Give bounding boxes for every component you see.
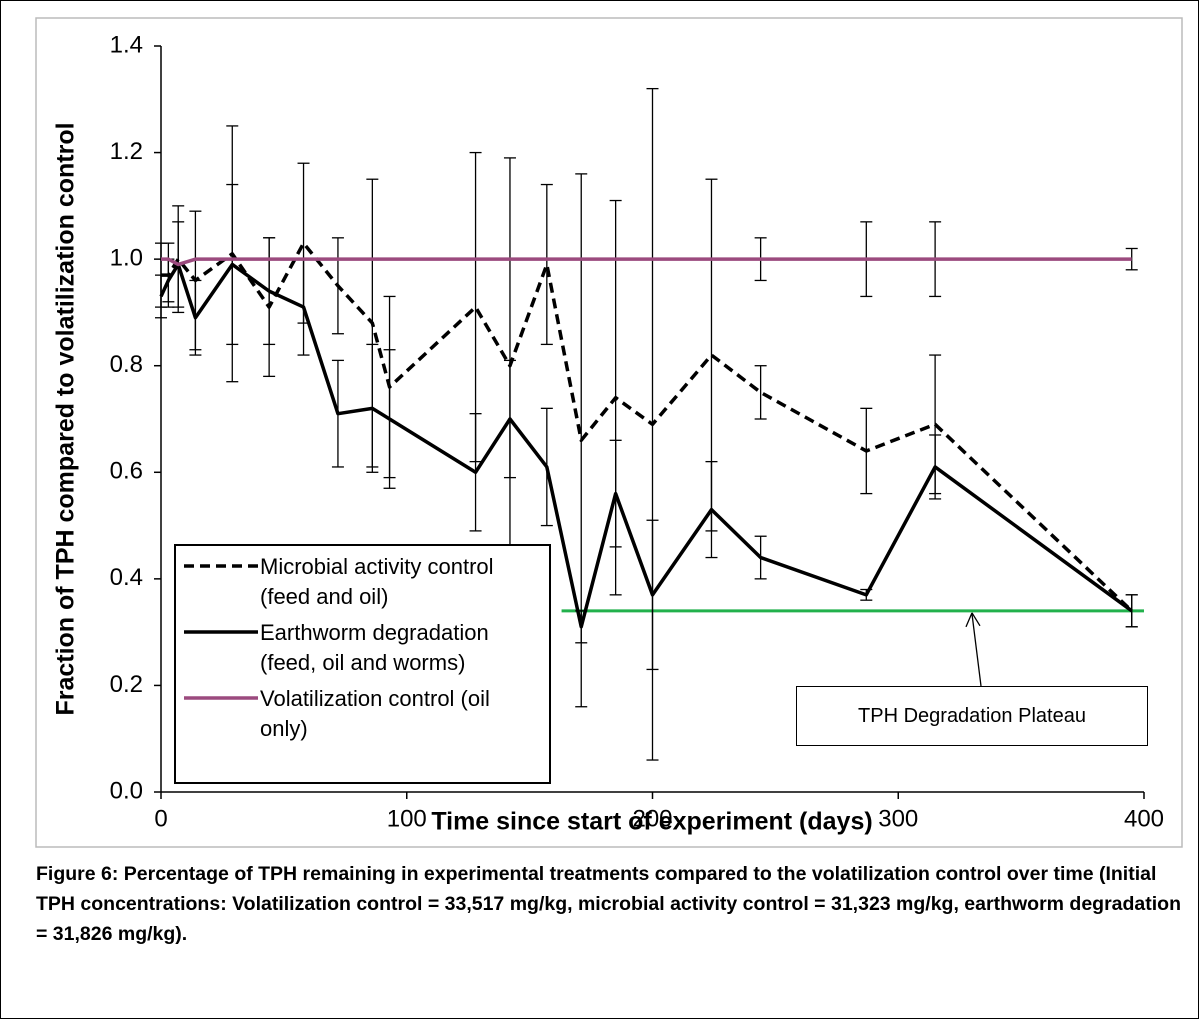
y-tick-label: 0.6	[110, 458, 143, 485]
error-bar	[540, 183, 553, 346]
annotation-box: TPH Degradation Plateau	[796, 686, 1148, 746]
x-tick-label: 100	[387, 805, 427, 832]
series-line	[161, 257, 1132, 267]
arrow-head	[965, 612, 981, 628]
y-tick-label: 0.2	[110, 671, 143, 698]
y-tick-label: 0.8	[110, 351, 143, 378]
x-tick-label: 0	[154, 805, 167, 832]
y-tick-label: 1.2	[110, 138, 143, 165]
chart: Time since start of experiment (days) Fr…	[35, 17, 1183, 848]
legend-entry: Microbial activity control (feed and oil…	[182, 552, 543, 612]
annotation: TPH Degradation Plateau	[858, 704, 1086, 727]
y-axis-label: Fraction of TPH compared to volatilizati…	[52, 122, 80, 715]
caption: Figure 6: Percentage of TPH remaining in…	[36, 863, 1182, 945]
legend-entry: Volatilization control (oil only)	[182, 684, 543, 744]
legend-label: Volatilization control (oil only)	[260, 686, 490, 741]
legend-swatch	[184, 696, 258, 700]
legend-entry: Earthworm degradation (feed, oil and wor…	[182, 618, 543, 678]
chart-frame	[35, 17, 1183, 848]
x-tick-label: 400	[1124, 805, 1164, 832]
y-tick-label: 1.0	[110, 244, 143, 271]
x-tick-label: 300	[878, 805, 918, 832]
error-bar	[754, 365, 767, 420]
series-line	[159, 262, 1133, 629]
annotation-arrow	[971, 613, 982, 687]
x-axis-label: Time since start of experiment (days)	[431, 808, 872, 836]
legend-swatch	[184, 564, 258, 568]
legend-swatch	[184, 630, 258, 634]
y-tick-label: 1.4	[110, 31, 143, 58]
x-tick-label: 200	[632, 805, 672, 832]
series-line	[161, 241, 1133, 613]
legend-label: Earthworm degradation (feed, oil and wor…	[260, 620, 489, 675]
y-tick-label: 0.0	[110, 777, 143, 804]
y-tick-label: 0.4	[110, 564, 143, 591]
legend-label: Microbial activity control (feed and oil…	[260, 554, 494, 609]
legend: Microbial activity control (feed and oil…	[174, 544, 551, 784]
